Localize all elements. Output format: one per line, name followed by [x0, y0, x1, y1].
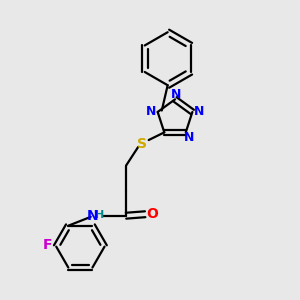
Text: F: F: [43, 238, 52, 252]
Text: N: N: [146, 106, 156, 118]
Text: N: N: [171, 88, 182, 100]
Text: N: N: [184, 131, 194, 144]
Text: H: H: [95, 209, 105, 220]
Text: S: S: [137, 136, 147, 151]
Text: N: N: [194, 106, 205, 118]
Text: N: N: [87, 209, 99, 223]
Text: O: O: [146, 207, 158, 221]
